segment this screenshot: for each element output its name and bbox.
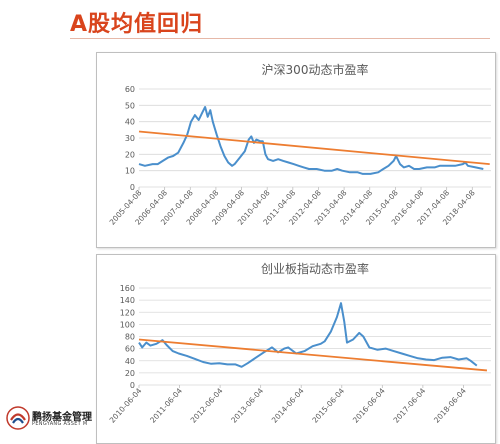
y-tick-label: 80 — [125, 333, 135, 342]
y-tick-label: 100 — [120, 320, 135, 329]
y-tick-label: 40 — [125, 118, 135, 127]
y-tick-label: 60 — [125, 85, 135, 94]
x-tick-label: 2012-06-04 — [189, 386, 225, 425]
x-tick-label: 2013-06-04 — [229, 386, 265, 425]
pe-series-line — [138, 302, 478, 368]
chart-title: 创业板指动态市盈率 — [261, 261, 369, 276]
x-tick-label: 2010-06-04 — [108, 386, 144, 425]
y-tick-label: 20 — [125, 369, 135, 378]
y-tick-label: 140 — [120, 296, 135, 305]
y-tick-label: 0 — [130, 381, 135, 390]
x-tick-label: 2018-06-04 — [432, 386, 468, 425]
y-tick-label: 50 — [125, 101, 135, 110]
chart-title: 沪深300动态市盈率 — [262, 62, 369, 77]
y-tick-label: 120 — [120, 308, 135, 317]
y-tick-label: 160 — [120, 284, 135, 293]
y-tick-label: 30 — [125, 134, 135, 143]
chart-panel-chinext: 创业板指动态市盈率 0 20 40 60 80 100 120 140 160 2010-06-04… — [96, 254, 496, 444]
trend-line — [138, 338, 488, 372]
chart-panel-hs300: 沪深300动态市盈率 0 10 20 30 40 50 60 2005-04-08 2006-04… — [96, 52, 496, 248]
y-tick-label: 0 — [130, 183, 135, 192]
logo-name: 鹏扬基金管理 — [32, 412, 92, 423]
y-tick-label: 20 — [125, 150, 135, 159]
y-tick-label: 10 — [125, 167, 135, 176]
logo-subtitle: PENGYANG ASSET M — [32, 421, 88, 427]
y-tick-label: 60 — [125, 345, 135, 354]
pe-series-line — [138, 106, 484, 175]
title-divider — [70, 38, 490, 39]
trend-line — [138, 130, 490, 166]
y-tick-label: 40 — [125, 357, 135, 366]
company-logo: 鹏扬基金管理 PENGYANG ASSET M — [6, 404, 100, 434]
chart-hs300-pe: 沪深300动态市盈率01020304050602005-04-082006-04… — [108, 62, 491, 227]
chart-chinext-pe: 创业板指动态市盈率 0 20 40 60 80 100 120 140 160 2010-06-04… — [108, 261, 491, 425]
x-tick-label: 2011-06-04 — [148, 386, 184, 425]
x-tick-label: 2016-06-04 — [351, 386, 387, 425]
logo-icon — [6, 406, 30, 430]
x-tick-label: 2015-06-04 — [310, 386, 346, 425]
x-tick-label: 2014-06-04 — [270, 386, 306, 425]
slide-title: A股均值回归 — [70, 12, 204, 37]
x-tick-label: 2017-06-04 — [391, 386, 427, 425]
